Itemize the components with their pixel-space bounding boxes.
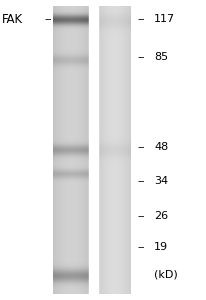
Text: 34: 34 bbox=[153, 176, 167, 187]
Text: 26: 26 bbox=[153, 211, 167, 221]
Text: FAK: FAK bbox=[2, 13, 23, 26]
Text: --: -- bbox=[137, 242, 144, 253]
Text: --: -- bbox=[137, 142, 144, 152]
Text: 48: 48 bbox=[153, 142, 168, 152]
Text: --: -- bbox=[137, 176, 144, 187]
Text: --: -- bbox=[137, 211, 144, 221]
Text: --: -- bbox=[137, 52, 144, 62]
Text: 117: 117 bbox=[153, 14, 174, 25]
Text: --: -- bbox=[137, 14, 144, 25]
Text: 85: 85 bbox=[153, 52, 167, 62]
Text: --: -- bbox=[44, 14, 52, 25]
Text: (kD): (kD) bbox=[153, 269, 177, 280]
Text: 19: 19 bbox=[153, 242, 167, 253]
